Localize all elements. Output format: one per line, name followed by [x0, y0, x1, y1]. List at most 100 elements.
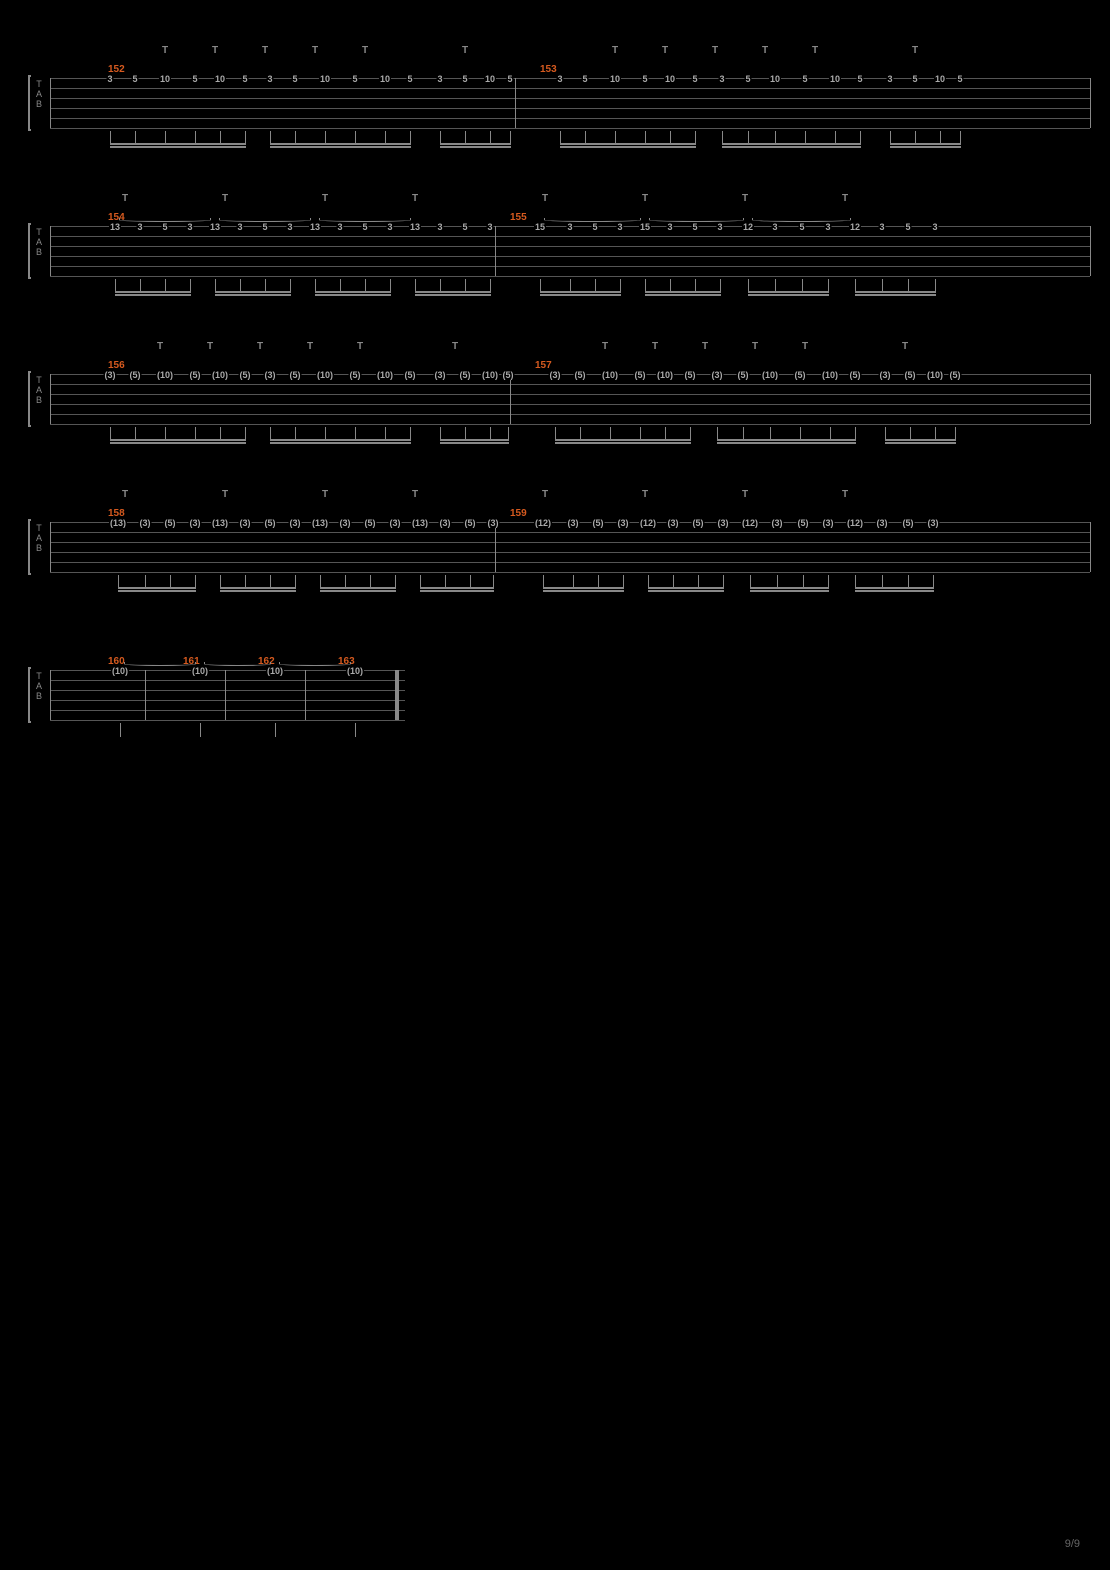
barline — [145, 670, 146, 720]
tab-clef: TAB — [32, 375, 46, 405]
page-number: 9/9 — [1065, 1538, 1080, 1550]
tie-arc — [124, 662, 196, 666]
barline — [510, 374, 511, 424]
fret-number: (10) — [376, 370, 394, 380]
technique-marks-row: TTTTTTTT — [30, 193, 1070, 208]
beam — [118, 587, 196, 589]
bar-number: 153 — [540, 64, 557, 75]
fret-number: 3 — [666, 222, 673, 232]
barline — [50, 522, 51, 572]
fret-number: (5) — [129, 370, 142, 380]
fret-number: (13) — [411, 518, 429, 528]
beam — [110, 442, 246, 444]
tap-mark: T — [742, 489, 748, 500]
beam — [220, 590, 296, 592]
fret-number: (5) — [574, 370, 587, 380]
fret-number: 3 — [286, 222, 293, 232]
fret-number: (3) — [549, 370, 562, 380]
staff-line — [50, 700, 405, 701]
staff-area: 154155TAB1335313353133531335315353153531… — [30, 226, 1070, 276]
staff-line — [50, 98, 1090, 99]
fret-number: 5 — [161, 222, 168, 232]
tap-mark: T — [222, 489, 228, 500]
beam — [540, 291, 621, 293]
fret-number: (10) — [821, 370, 839, 380]
beam — [115, 291, 191, 293]
tap-mark: T — [812, 45, 818, 56]
systems-container: TTTTTTTTTTTT152153TAB3510510535105105351… — [30, 45, 1080, 720]
barline — [50, 78, 51, 128]
fret-number: 3 — [771, 222, 778, 232]
fret-number: (3) — [822, 518, 835, 528]
fret-number: (3) — [667, 518, 680, 528]
fret-number: 12 — [849, 222, 861, 232]
tab-system: TTTTTTTTTTTT156157TAB(3)(5)(10)(5)(10)(5… — [30, 341, 1070, 424]
barline — [50, 670, 51, 720]
barline — [495, 522, 496, 572]
staff-line — [50, 276, 1090, 277]
technique-marks-row: TTTTTTTT — [30, 489, 1070, 504]
fret-number: 5 — [361, 222, 368, 232]
fret-number: (3) — [104, 370, 117, 380]
beam — [110, 143, 246, 145]
fret-number: (5) — [794, 370, 807, 380]
beam — [560, 143, 696, 145]
beam — [555, 439, 691, 441]
staff-area: 158159TAB(13)(3)(5)(3)(13)(3)(5)(3)(13)(… — [30, 522, 1070, 572]
tie-arc — [649, 218, 744, 222]
tap-mark: T — [452, 341, 458, 352]
fret-number: (5) — [189, 370, 202, 380]
beam — [415, 294, 491, 296]
fret-number: (5) — [904, 370, 917, 380]
fret-number: 5 — [506, 74, 513, 84]
fret-number: (3) — [289, 518, 302, 528]
tap-mark: T — [702, 341, 708, 352]
fret-number: 10 — [769, 74, 781, 84]
fret-number: (10) — [656, 370, 674, 380]
staff-line — [50, 532, 1090, 533]
beam — [440, 439, 509, 441]
beam — [855, 587, 934, 589]
fret-number: (13) — [109, 518, 127, 528]
tab-system: TTTTTTTT158159TAB(13)(3)(5)(3)(13)(3)(5)… — [30, 489, 1070, 572]
fret-number: (10) — [926, 370, 944, 380]
tab-staff: TAB(10)(10)(10)(10) — [50, 670, 405, 720]
tap-mark: T — [842, 193, 848, 204]
barline — [515, 78, 516, 128]
tap-mark: T — [542, 193, 548, 204]
beam — [890, 146, 961, 148]
fret-number: (5) — [349, 370, 362, 380]
fret-number: (3) — [239, 518, 252, 528]
tap-mark: T — [122, 193, 128, 204]
beam — [440, 442, 509, 444]
staff-line — [50, 690, 405, 691]
beam — [420, 590, 494, 592]
staff-line — [50, 680, 405, 681]
staff-line — [50, 552, 1090, 553]
tab-staff: TAB1335313353133531335315353153531235312… — [50, 226, 1090, 276]
fret-number: (5) — [692, 518, 705, 528]
tab-system: TTTTTTTTTTTT152153TAB3510510535105105351… — [30, 45, 1070, 128]
fret-number: 13 — [309, 222, 321, 232]
fret-number: 5 — [956, 74, 963, 84]
beam — [110, 146, 246, 148]
staff-line — [50, 720, 405, 721]
staff-line — [50, 384, 1090, 385]
fret-number: 5 — [291, 74, 298, 84]
fret-number: 5 — [261, 222, 268, 232]
fret-number: (5) — [684, 370, 697, 380]
fret-number: (13) — [311, 518, 329, 528]
staff-line — [50, 710, 405, 711]
beam — [118, 590, 196, 592]
tap-mark: T — [762, 45, 768, 56]
tab-clef: TAB — [32, 671, 46, 701]
fret-number: (5) — [164, 518, 177, 528]
beam — [215, 294, 291, 296]
fret-number: 13 — [109, 222, 121, 232]
tap-mark: T — [307, 341, 313, 352]
tie-arc — [219, 218, 311, 222]
beam — [440, 146, 511, 148]
beam — [220, 587, 296, 589]
fret-number: (10) — [156, 370, 174, 380]
bar-number: 159 — [510, 508, 527, 519]
